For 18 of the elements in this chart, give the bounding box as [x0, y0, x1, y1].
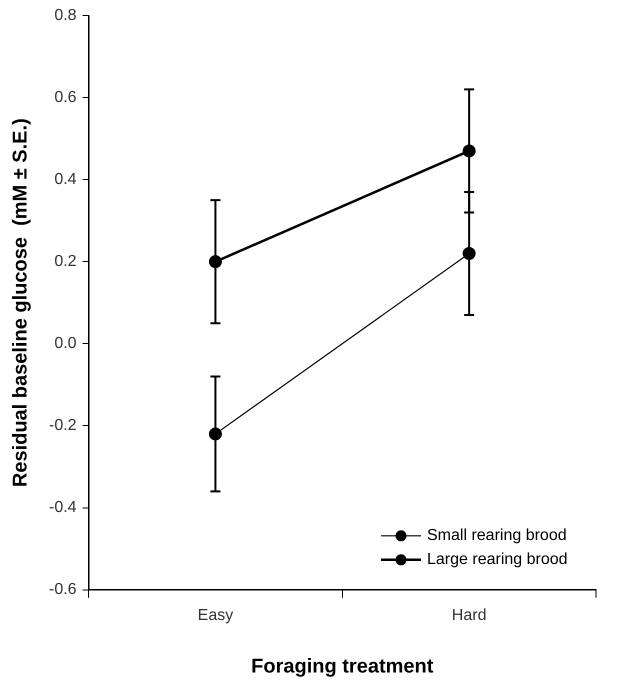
y-tick-label: -0.6	[48, 581, 77, 598]
legend-label: Small rearing brood	[427, 527, 567, 544]
x-axis-title: Foraging treatment	[251, 656, 434, 678]
y-tick-label: 0.8	[54, 7, 77, 24]
x-tick-label: Easy	[198, 606, 234, 624]
y-tick-label: -0.4	[48, 499, 77, 516]
point	[462, 144, 476, 158]
point	[462, 246, 476, 260]
y-tick-label: 0.4	[54, 171, 77, 188]
legend-label: Large rearing brood	[427, 551, 568, 568]
point	[208, 255, 222, 268]
y-tick-label: 0.0	[54, 335, 77, 352]
x-tick-label: Hard	[452, 606, 486, 624]
point	[208, 427, 222, 440]
y-axis-title: Residual baseline glucose (mM ± S.E.)	[10, 118, 32, 488]
y-tick-label: 0.2	[54, 253, 77, 270]
y-tick-label: 0.6	[54, 89, 77, 106]
y-tick-label: -0.2	[48, 417, 77, 434]
